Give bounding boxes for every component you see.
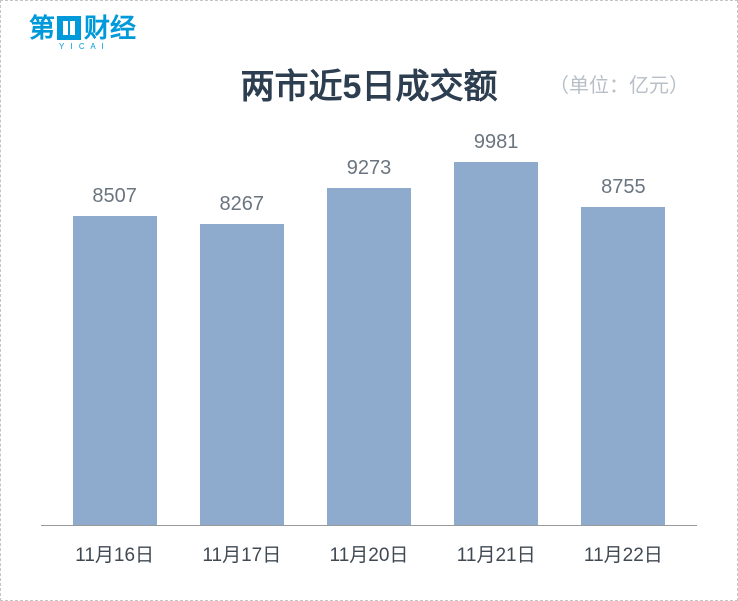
- x-axis-label: 11月21日: [446, 540, 546, 567]
- svg-text:Y I C A I: Y I C A I: [59, 42, 106, 51]
- chart-area: 85078267927399818755 11月16日11月17日11月20日1…: [41, 126, 697, 572]
- chart-header: 两市近5日成交额 （单位：亿元）: [1, 59, 737, 108]
- bar-group: 8267: [192, 193, 292, 525]
- x-axis-label: 11月17日: [192, 540, 292, 567]
- chart-title: 两市近5日成交额: [241, 59, 498, 108]
- bar: [581, 207, 665, 525]
- bar-value-label: 8507: [92, 185, 137, 208]
- bar-value-label: 9981: [474, 131, 519, 154]
- x-axis-label: 11月22日: [573, 540, 673, 567]
- bar-value-label: 9273: [347, 157, 392, 180]
- bar: [454, 162, 538, 525]
- x-axis-label: 11月16日: [65, 540, 165, 567]
- chart-plot: 8507 8267 9273 9981 8755: [41, 126, 697, 526]
- bar-value-label: 8755: [601, 176, 646, 199]
- svg-text:财经: 财经: [84, 13, 136, 43]
- x-axis-labels: 11月16日 11月17日 11月20日 11月21日 11月22日: [41, 526, 697, 567]
- bar-group: 8507: [65, 185, 165, 525]
- brand-logo: 第 财经 Y I C A I: [29, 13, 149, 51]
- chart-unit-label: （单位：亿元）: [549, 69, 689, 98]
- bar: [327, 188, 411, 525]
- bar: [200, 224, 284, 525]
- bar-value-label: 8267: [220, 193, 265, 216]
- x-axis-label: 11月20日: [319, 540, 419, 567]
- bar-group: 9273: [319, 157, 419, 525]
- svg-text:第: 第: [29, 13, 55, 43]
- bar-group: 9981: [446, 131, 546, 525]
- bar-group: 8755: [573, 176, 673, 525]
- bar: [73, 216, 157, 525]
